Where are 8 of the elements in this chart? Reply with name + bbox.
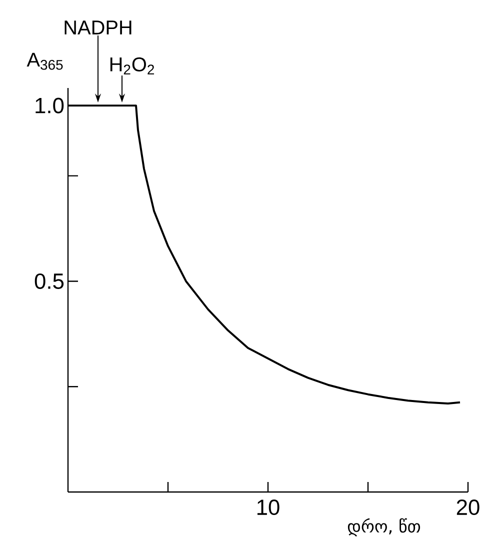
y-tick-label: 0.5	[34, 273, 64, 289]
x-tick-label: 20	[456, 500, 480, 516]
x-axis-title: დრო, წთ	[348, 518, 420, 536]
y-axis-title: A$_{365}$	[26, 52, 63, 70]
annotation: H$_{2}$O$_{2}$	[110, 57, 154, 74]
annotation: NADPH	[64, 20, 132, 34]
y-tick-label: 1.0	[36, 98, 64, 114]
x-tick-label: 10	[257, 500, 280, 516]
